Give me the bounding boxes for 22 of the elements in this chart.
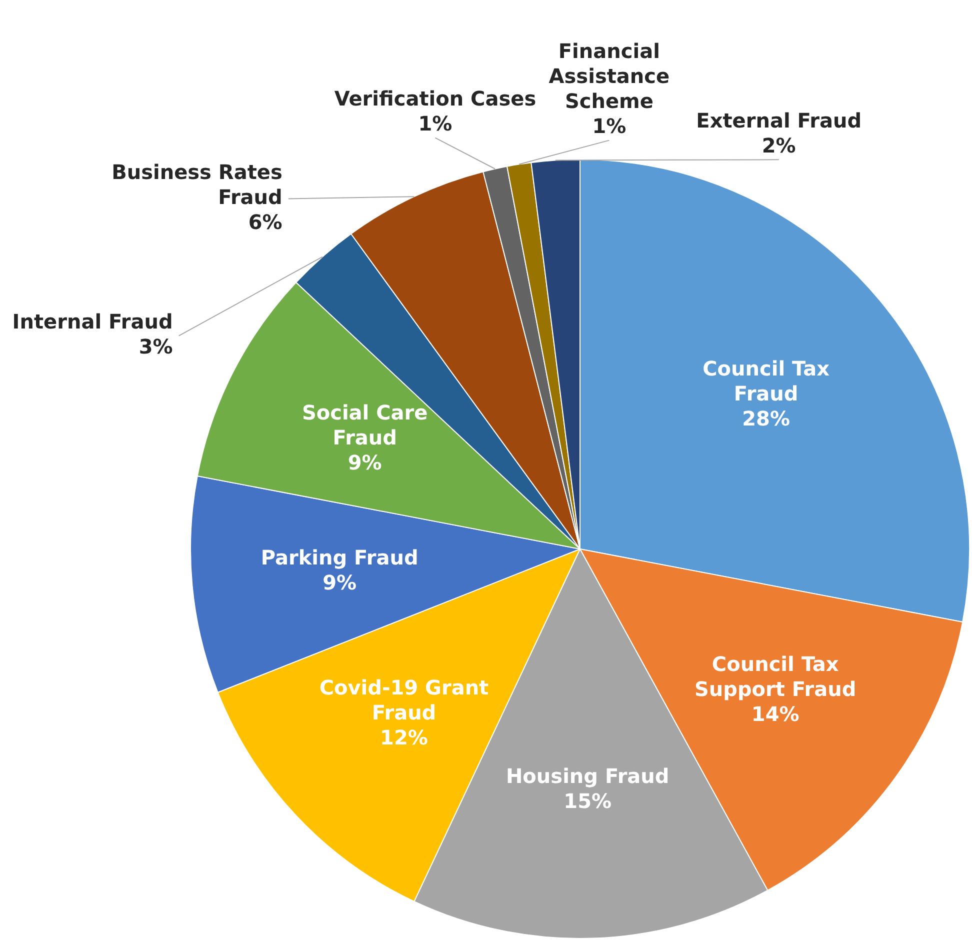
data-label: 6% bbox=[248, 210, 282, 234]
data-label: 15% bbox=[564, 789, 612, 814]
slice-label: Parking Fraud bbox=[260, 545, 418, 570]
data-label: 2% bbox=[762, 133, 796, 158]
data-label: 14% bbox=[751, 702, 800, 726]
data-label: 28% bbox=[742, 406, 790, 430]
slice-label: Internal Fraud bbox=[12, 309, 173, 334]
slice-label: Housing Fraud bbox=[506, 764, 670, 788]
slice-label: Business Rates Fraud bbox=[112, 160, 282, 209]
slice-label: Council Tax Fraud bbox=[702, 356, 830, 406]
data-label: 9% bbox=[348, 450, 382, 475]
data-label: 3% bbox=[138, 334, 173, 358]
slice-label: Verification Cases bbox=[334, 86, 536, 110]
slice-label: Covid-19 Grant Fraud bbox=[319, 676, 490, 725]
data-label: 12% bbox=[380, 726, 428, 750]
slice-label: Council Tax Support Fraud bbox=[694, 652, 856, 702]
data-label: 1% bbox=[592, 114, 626, 138]
slice-label: External Fraud bbox=[696, 108, 862, 132]
data-label: 1% bbox=[418, 111, 452, 136]
slice-label: Financial Assistance Scheme bbox=[548, 39, 670, 114]
data-label: 9% bbox=[322, 570, 357, 594]
slice-label: Social Care Fraud bbox=[302, 400, 428, 450]
